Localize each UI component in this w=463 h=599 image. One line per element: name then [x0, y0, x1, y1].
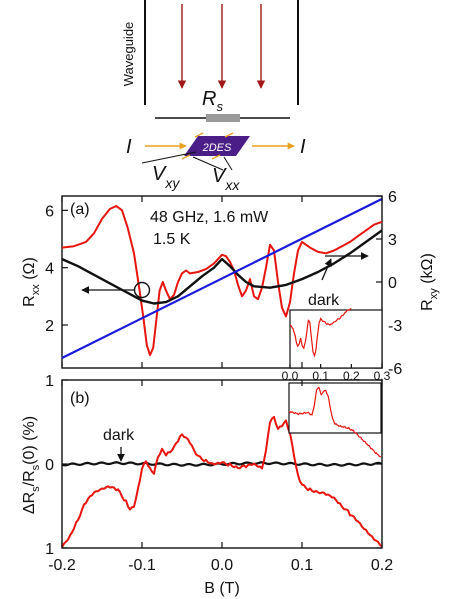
- schematic: Waveguide Rs I I 2DES Vxy Vxx: [121, 0, 306, 193]
- panel-a-label: (a): [70, 201, 90, 218]
- power-annotation: 48 GHz, 1.6 mW: [150, 209, 269, 226]
- panel-b-red-curve: [61, 415, 383, 548]
- inset-b-curve: [288, 386, 382, 458]
- inset-a-tick-label: 0.0: [282, 369, 299, 383]
- x-tick-label: 0.1: [291, 557, 313, 574]
- temperature-annotation: 1.5 K: [153, 231, 191, 248]
- panel-a-hall-line: [61, 197, 383, 359]
- panel-b: (b) dark 1 0 1 ΔRs/Rs(0) (%): [21, 373, 383, 558]
- x-tick-label: 0.0: [211, 557, 233, 574]
- rxx-marker-circle: [133, 281, 151, 299]
- rxy-tick-label: -6: [388, 361, 402, 378]
- contact-1: [194, 132, 204, 138]
- vxy-lead: [141, 151, 197, 164]
- x-tick-label: -0.1: [128, 557, 156, 574]
- panel-a-right-ticks: -6 -3 0 3 6: [376, 189, 402, 378]
- panel-a-dark-curve: [61, 229, 383, 305]
- current-right-label: I: [300, 136, 306, 158]
- rs-resistor: [206, 114, 240, 122]
- vxx-lead-1: [192, 156, 224, 171]
- vxy-label: Vxy: [152, 163, 180, 191]
- inset-b-frame: [288, 382, 382, 434]
- ylabel-rxx: Rxx (Ω): [21, 257, 42, 307]
- x-tick-label: -0.2: [48, 557, 76, 574]
- sample-label: 2DES: [202, 142, 232, 154]
- panel-b-y-tick-label: 0: [45, 457, 54, 474]
- panel-a: (a) 48 GHz, 1.6 mW 1.5 K dark 2 4 6 -6 -3 0 3…: [21, 189, 440, 383]
- panel-b-y-tick-label: 1: [45, 541, 54, 558]
- panel-b-right-ticks: [376, 379, 382, 549]
- panel-a-left-ticks: 2 4 6: [45, 203, 68, 335]
- waveguide-label: Waveguide: [121, 22, 136, 87]
- contact-2: [224, 132, 234, 138]
- contact-3: [181, 154, 191, 160]
- dark-label-b: dark: [103, 427, 135, 444]
- 2des-sample: [184, 136, 250, 156]
- rxy-tick-label: 3: [388, 232, 397, 249]
- vxx-label: Vxx: [212, 165, 240, 193]
- panel-b-left-ticks: 1 0 1: [45, 373, 68, 558]
- panel-b-dark-curve: [61, 461, 383, 467]
- current-left-label: I: [126, 136, 132, 158]
- panel-a-curves: [61, 197, 383, 359]
- rxx-tick-label: 6: [45, 203, 54, 220]
- dark-label-a: dark: [308, 292, 340, 309]
- vxx-lead-2: [223, 156, 233, 171]
- x-tick-label: 0.2: [371, 557, 393, 574]
- inset-a-tick-label: 0.1: [312, 369, 329, 383]
- resistor-label: Rs: [202, 88, 223, 114]
- ylabel-rxy: Rxy (kΩ): [419, 253, 440, 311]
- ylabel-delta-rs: ΔRs/Rs(0) (%): [21, 416, 42, 514]
- panel-b-y-tick-label: 1: [45, 373, 54, 390]
- inset-a-frame: [289, 309, 383, 369]
- inset-a-tick-label: 0.2: [343, 369, 360, 383]
- dark-pointer-a: [321, 258, 332, 281]
- rxy-tick-label: 0: [388, 275, 397, 292]
- contact-4: [211, 154, 221, 160]
- rxx-tick-label: 2: [45, 318, 54, 335]
- x-axis-label: B (T): [204, 580, 240, 597]
- panel-a-red-curve: [61, 205, 383, 357]
- x-axis-ticks: -0.2 -0.1 0.0 0.1 0.2: [48, 196, 393, 574]
- inset-a-curve: [289, 308, 352, 358]
- panel-b-label: (b): [70, 390, 90, 407]
- rxy-tick-label: -3: [388, 318, 402, 335]
- rxy-tick-label: 6: [388, 189, 397, 206]
- rxx-tick-label: 4: [45, 261, 54, 278]
